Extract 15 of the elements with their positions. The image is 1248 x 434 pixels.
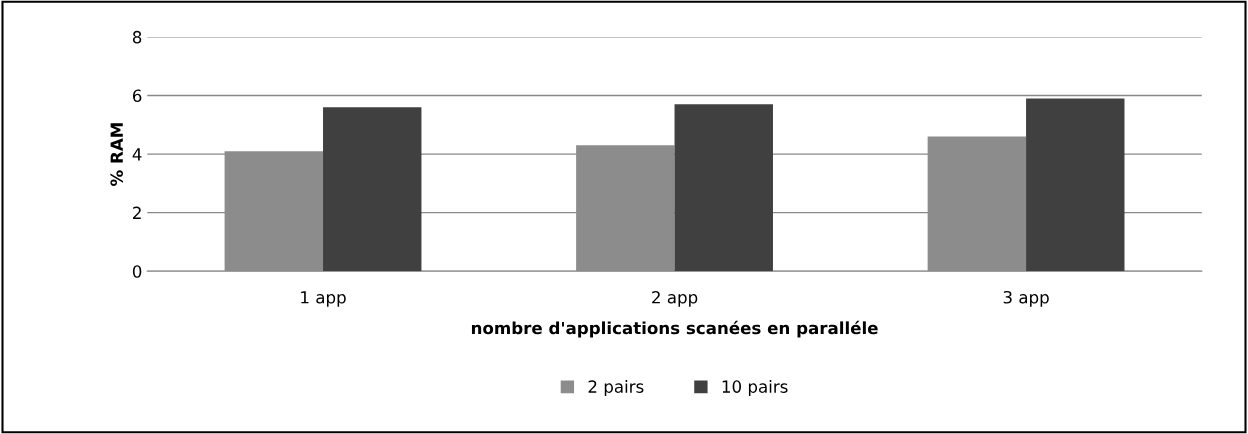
y-tick-label: 0 — [132, 265, 142, 278]
x-tick-label: 3 app — [1003, 290, 1049, 307]
bar — [323, 107, 422, 272]
x-tick-label: 1 app — [301, 291, 346, 307]
bar — [674, 104, 773, 272]
y-axis-title: % RAM — [110, 123, 124, 186]
y-tick-label: 4 — [132, 148, 142, 161]
legend-label: 2 pairs — [588, 379, 644, 397]
x-tick-label: 2 app — [652, 290, 698, 307]
y-tick-label: 6 — [132, 89, 142, 103]
y-tick-label: 8 — [132, 30, 142, 44]
legend-label: 10 pairs — [722, 379, 788, 397]
x-axis-title: nombre d'applications scanées en paralléle — [471, 320, 878, 338]
y-tick-label: 2 — [133, 206, 141, 219]
bar — [1026, 98, 1125, 272]
